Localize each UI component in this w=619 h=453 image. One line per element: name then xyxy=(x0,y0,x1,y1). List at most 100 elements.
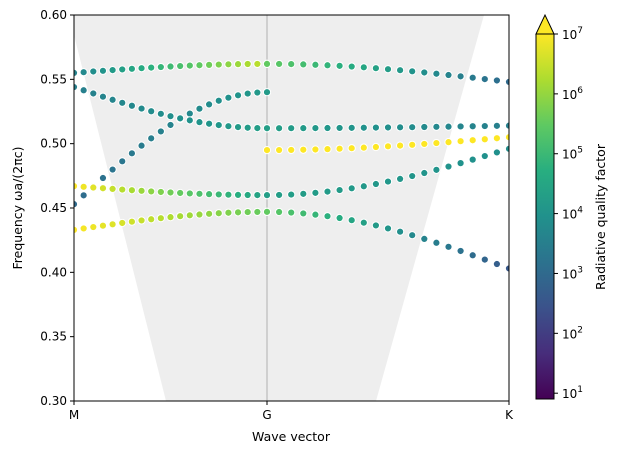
band-point xyxy=(396,174,405,183)
band-point xyxy=(108,95,117,104)
colorbar-tick-label: 101 xyxy=(562,385,583,401)
band-point xyxy=(224,190,233,199)
band-point xyxy=(98,173,108,183)
band-point xyxy=(480,121,489,131)
band-point xyxy=(456,137,465,146)
band-point xyxy=(79,86,88,95)
band-point xyxy=(253,191,262,200)
band-point xyxy=(359,182,368,191)
band-point xyxy=(127,217,136,226)
band-point xyxy=(420,168,429,178)
band-point xyxy=(396,66,405,75)
band-point xyxy=(166,213,175,222)
band-point xyxy=(408,67,417,76)
band-point xyxy=(262,59,272,68)
band-point xyxy=(420,68,429,77)
y-tick-label: 0.40 xyxy=(40,265,67,279)
band-point xyxy=(323,61,332,70)
band-point xyxy=(347,123,356,132)
band-point xyxy=(118,65,127,74)
band-point xyxy=(137,186,146,195)
band-point xyxy=(323,212,332,221)
colorbar-frame xyxy=(535,34,555,400)
band-point xyxy=(359,63,368,72)
band-point xyxy=(98,66,108,75)
band-point xyxy=(275,145,284,155)
band-point xyxy=(253,59,262,69)
y-tick-label: 0.45 xyxy=(40,201,67,215)
y-tick-label: 0.50 xyxy=(40,137,67,151)
band-point xyxy=(408,140,417,149)
band-point xyxy=(147,215,156,224)
band-point xyxy=(166,120,175,130)
y-tick-label: 0.60 xyxy=(40,8,67,22)
band-point xyxy=(468,251,477,260)
band-point xyxy=(420,139,429,149)
band-point xyxy=(137,104,146,113)
band-point xyxy=(233,190,243,199)
band-point xyxy=(118,157,127,166)
band-point xyxy=(347,216,356,225)
plot-area xyxy=(73,14,510,402)
band-point xyxy=(147,187,156,196)
band-point xyxy=(118,185,127,194)
band-point xyxy=(456,246,465,256)
band-point xyxy=(233,208,243,217)
band-point xyxy=(347,144,356,153)
band-point xyxy=(287,145,296,155)
band-point xyxy=(79,224,88,233)
band-point xyxy=(323,145,332,154)
band-point xyxy=(127,64,136,73)
band-point xyxy=(262,146,272,155)
band-point xyxy=(253,123,262,133)
band-point xyxy=(311,60,320,69)
band-point xyxy=(98,92,108,101)
band-point xyxy=(214,209,223,218)
band-point xyxy=(444,138,453,147)
band-point xyxy=(176,212,185,221)
band-point xyxy=(195,104,204,113)
x-tick-label-g: G xyxy=(262,408,271,422)
band-point xyxy=(299,189,308,198)
band-point xyxy=(262,191,272,200)
band-point xyxy=(299,145,308,154)
colorbar-gradient xyxy=(536,34,554,399)
band-point xyxy=(396,227,405,236)
band-point xyxy=(359,143,368,152)
y-tick-label: 0.55 xyxy=(40,72,67,86)
band-point xyxy=(233,91,243,100)
y-axis-label: Frequency ωa/(2πc) xyxy=(10,147,25,270)
band-point xyxy=(118,218,127,228)
band-point xyxy=(371,123,380,132)
x-axis-label: Wave vector xyxy=(252,429,331,444)
colorbar-ticks: 101 102 103 104 105 106 107 xyxy=(554,26,583,401)
band-point xyxy=(108,165,117,174)
band-point xyxy=(205,209,214,218)
colorbar-tick-label: 107 xyxy=(562,26,583,42)
band-point xyxy=(371,221,380,230)
band-point xyxy=(335,123,344,133)
band-point xyxy=(147,107,156,116)
colorbar-tick-label: 103 xyxy=(562,265,583,281)
band-point xyxy=(335,213,344,223)
band-point xyxy=(243,123,252,132)
band-point xyxy=(214,120,223,130)
band-point xyxy=(156,127,165,136)
band-point xyxy=(108,220,117,229)
y-axis: 0.30 0.35 0.40 0.45 0.50 0.55 0.60 xyxy=(40,8,74,408)
band-point xyxy=(420,234,429,243)
band-point xyxy=(275,59,284,69)
band-point xyxy=(468,73,477,82)
band-point xyxy=(396,141,405,150)
band-point xyxy=(275,207,284,217)
x-axis: M G K xyxy=(69,401,514,422)
colorbar-tick-label: 102 xyxy=(562,325,583,341)
band-point xyxy=(408,231,417,240)
y-tick-label: 0.35 xyxy=(40,330,67,344)
band-point xyxy=(287,124,296,133)
band-point xyxy=(480,74,489,84)
colorbar-tick-label: 104 xyxy=(562,206,583,222)
band-point xyxy=(299,209,308,218)
band-point xyxy=(456,122,465,131)
